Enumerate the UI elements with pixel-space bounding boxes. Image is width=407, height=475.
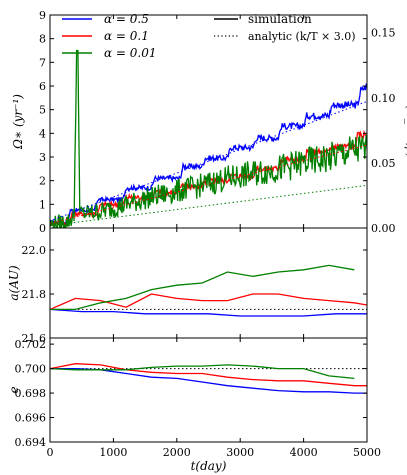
y-axis-label: a(AU) <box>7 265 21 301</box>
x-tick-label: 5000 <box>353 446 381 459</box>
series-line-0 <box>50 367 367 394</box>
y-tick-label: 0.694 <box>15 436 47 449</box>
legend-label-alpha-01: α = 0.1 <box>104 29 149 43</box>
x-tick-label: 2000 <box>163 446 191 459</box>
y-tick-label: 1 <box>39 198 46 211</box>
semimajor-axis-panel: 21.6 21.8 22.0a(AU) <box>7 227 368 345</box>
y-tick-label: 0.696 <box>15 412 47 425</box>
y-tick-label: 8 <box>39 33 46 46</box>
y-axis-label-right: Ω∗ (Ω_orb,p) <box>404 84 407 158</box>
series-line-2 <box>50 264 355 311</box>
y-tick-label-right: 0.15 <box>371 27 396 40</box>
x-tick-label: 3000 <box>226 446 254 459</box>
y-axis-label: e <box>7 386 21 393</box>
legend: α = 0.5 α = 0.1 α = 0.01 simulation anal… <box>62 12 356 60</box>
y-tick-label: 0.702 <box>15 338 47 351</box>
y-tick-label: 21.8 <box>22 288 47 301</box>
x-tick-label: 0 <box>47 446 54 459</box>
series-line-1 <box>50 293 367 310</box>
axes-frame <box>49 14 368 229</box>
y-tick-label: 22.0 <box>22 244 47 257</box>
x-tick-label: 4000 <box>290 446 318 459</box>
y-axis-label: Ω∗ (yr⁻¹) <box>11 94 25 150</box>
y-tick-label: 2 <box>39 175 46 188</box>
y-tick-label-right: 0.10 <box>371 92 396 105</box>
series-line-5 <box>50 184 367 227</box>
y-tick-label: 3 <box>39 151 46 164</box>
legend-label-analytic: analytic (k/T × 3.0) <box>248 30 356 43</box>
y-tick-label: 9 <box>39 9 46 22</box>
x-tick-label: 1000 <box>99 446 127 459</box>
series-line-4 <box>50 144 367 224</box>
series-line-0 <box>50 308 367 317</box>
legend-label-simulation: simulation <box>248 12 312 26</box>
y-tick-label: 0.698 <box>15 387 47 400</box>
y-tick-label: 4 <box>39 127 46 140</box>
y-tick-label: 0 <box>39 222 46 235</box>
y-tick-label-right: 0.05 <box>371 157 396 170</box>
eccentricity-panel: 0.694 0.696 0.698 0.700 0.702 0 1000 2000 3000 40… <box>7 337 381 473</box>
y-tick-label: 6 <box>39 80 46 93</box>
legend-label-alpha-001: α = 0.01 <box>104 46 157 60</box>
legend-label-alpha-05: α = 0.5 <box>104 12 149 26</box>
series-line-2 <box>50 49 367 228</box>
series-line-0 <box>50 82 367 226</box>
x-axis-label: t(day) <box>191 459 227 473</box>
plot-area <box>50 49 367 228</box>
y-tick-label: 21.6 <box>22 332 47 345</box>
y-tick-label: 0.700 <box>15 363 47 376</box>
y-tick-label: 5 <box>39 104 46 117</box>
plot-area <box>50 363 367 394</box>
plot-area <box>50 264 367 317</box>
series-line-1 <box>50 363 367 387</box>
series-line-2 <box>50 364 355 380</box>
series-line-3 <box>50 100 367 222</box>
y-tick-label-right: 0.00 <box>371 222 396 235</box>
axes-frame <box>49 337 368 443</box>
y-tick-label: 7 <box>39 56 46 69</box>
axes-frame <box>49 227 368 339</box>
